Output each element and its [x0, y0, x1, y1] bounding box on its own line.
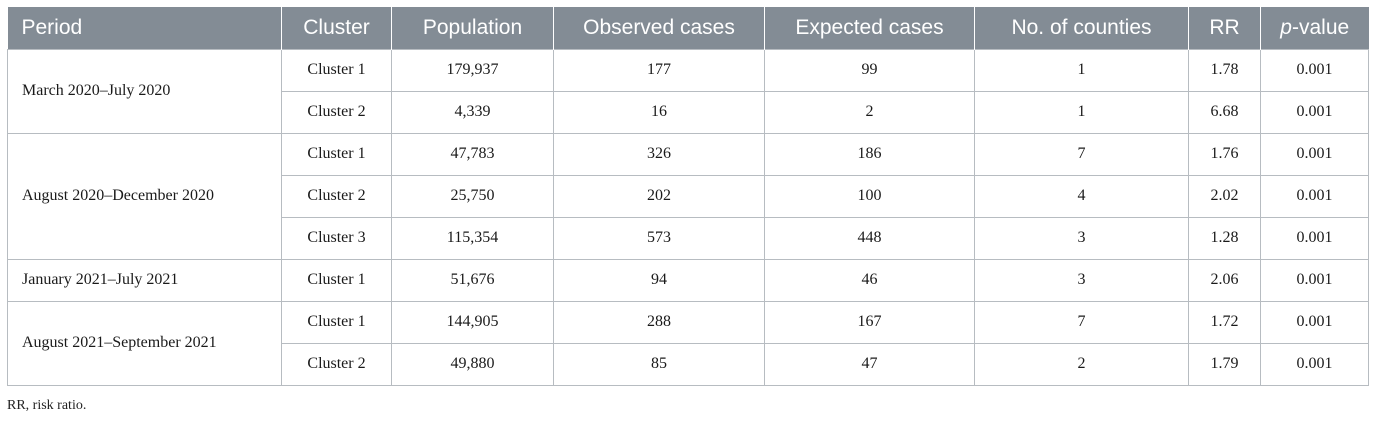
- population-cell: 115,354: [391, 216, 554, 260]
- rr-cell: 2.06: [1188, 258, 1261, 302]
- cluster-cell: Cluster 1: [281, 258, 392, 302]
- p-value-cell: 0.001: [1260, 48, 1369, 92]
- expected-cell: 47: [764, 342, 975, 386]
- table-header-row: Period Cluster Population Observed cases…: [7, 7, 1369, 49]
- population-cell: 25,750: [391, 174, 554, 218]
- table-row: January 2021–July 2021 Cluster 1 51,676 …: [7, 258, 1369, 302]
- counties-cell: 2: [974, 342, 1189, 386]
- population-cell: 4,339: [391, 90, 554, 134]
- table-row: Cluster 2 49,880 85 47 2 1.79 0.001: [8, 342, 1369, 386]
- period-cell: January 2021–July 2021: [7, 258, 282, 302]
- expected-cell: 186: [764, 132, 975, 176]
- p-value-cell: 0.001: [1260, 258, 1369, 302]
- p-value-cell: 0.001: [1260, 90, 1369, 134]
- p-value-cell: 0.001: [1260, 174, 1369, 218]
- cluster-cell: Cluster 1: [281, 300, 392, 344]
- counties-cell: 3: [974, 258, 1189, 302]
- observed-cell: 288: [553, 300, 765, 344]
- observed-cell: 94: [553, 258, 765, 302]
- expected-cell: 167: [764, 300, 975, 344]
- counties-cell: 1: [974, 90, 1189, 134]
- header-population: Population: [391, 7, 554, 49]
- table-footnote: RR, risk ratio.: [7, 398, 87, 413]
- population-cell: 144,905: [391, 300, 554, 344]
- cluster-cell: Cluster 2: [281, 174, 392, 218]
- header-rr: RR: [1188, 7, 1261, 49]
- p-value-cell: 0.001: [1260, 300, 1369, 344]
- observed-cell: 177: [553, 48, 765, 92]
- rr-cell: 1.28: [1188, 216, 1261, 260]
- table-row: Cluster 2 25,750 202 100 4 2.02 0.001: [8, 174, 1369, 218]
- cluster-table: Period Cluster Population Observed cases…: [7, 7, 1369, 386]
- header-p-italic: p: [1280, 15, 1292, 39]
- table-row: August 2020–December 2020 Cluster 1 47,7…: [7, 132, 1369, 260]
- population-cell: 51,676: [391, 258, 554, 302]
- expected-cell: 448: [764, 216, 975, 260]
- cluster-cell: Cluster 2: [281, 90, 392, 134]
- observed-cell: 326: [553, 132, 765, 176]
- rr-cell: 2.02: [1188, 174, 1261, 218]
- counties-cell: 3: [974, 216, 1189, 260]
- period-cell: August 2021–September 2021: [7, 300, 282, 386]
- table-row: August 2021–September 2021 Cluster 1 144…: [7, 300, 1369, 386]
- expected-cell: 46: [764, 258, 975, 302]
- period-cell: August 2020–December 2020: [7, 132, 282, 260]
- p-value-cell: 0.001: [1260, 342, 1369, 386]
- rr-cell: 6.68: [1188, 90, 1261, 134]
- population-cell: 49,880: [391, 342, 554, 386]
- table-row: March 2020–July 2020 Cluster 1 179,937 1…: [7, 48, 1369, 134]
- table-row: Cluster 2 4,339 16 2 1 6.68 0.001: [8, 90, 1369, 134]
- table-row: Cluster 3 115,354 573 448 3 1.28 0.001: [8, 216, 1369, 260]
- header-p-value-suffix: -value: [1291, 15, 1350, 39]
- population-cell: 47,783: [391, 132, 554, 176]
- header-cluster: Cluster: [281, 7, 392, 49]
- rr-cell: 1.79: [1188, 342, 1261, 386]
- cluster-table-container: Period Cluster Population Observed cases…: [7, 7, 1369, 386]
- cluster-cell: Cluster 1: [281, 132, 392, 176]
- observed-cell: 85: [553, 342, 765, 386]
- period-cell: March 2020–July 2020: [7, 48, 282, 134]
- header-period: Period: [21, 15, 83, 39]
- counties-cell: 7: [974, 300, 1189, 344]
- cluster-cell: Cluster 3: [281, 216, 392, 260]
- cluster-cell: Cluster 2: [281, 342, 392, 386]
- rr-cell: 1.76: [1188, 132, 1261, 176]
- header-no-of-counties: No. of counties: [974, 7, 1189, 49]
- rr-cell: 1.72: [1188, 300, 1261, 344]
- counties-cell: 7: [974, 132, 1189, 176]
- observed-cell: 202: [553, 174, 765, 218]
- p-value-cell: 0.001: [1260, 216, 1369, 260]
- expected-cell: 99: [764, 48, 975, 92]
- observed-cell: 16: [553, 90, 765, 134]
- observed-cell: 573: [553, 216, 765, 260]
- population-cell: 179,937: [391, 48, 554, 92]
- expected-cell: 100: [764, 174, 975, 218]
- header-expected-cases: Expected cases: [764, 7, 975, 49]
- counties-cell: 1: [974, 48, 1189, 92]
- p-value-cell: 0.001: [1260, 132, 1369, 176]
- expected-cell: 2: [764, 90, 975, 134]
- cluster-cell: Cluster 1: [281, 48, 392, 92]
- rr-cell: 1.78: [1188, 48, 1261, 92]
- header-p-value: p-value: [1260, 7, 1369, 49]
- counties-cell: 4: [974, 174, 1189, 218]
- header-observed-cases: Observed cases: [553, 7, 765, 49]
